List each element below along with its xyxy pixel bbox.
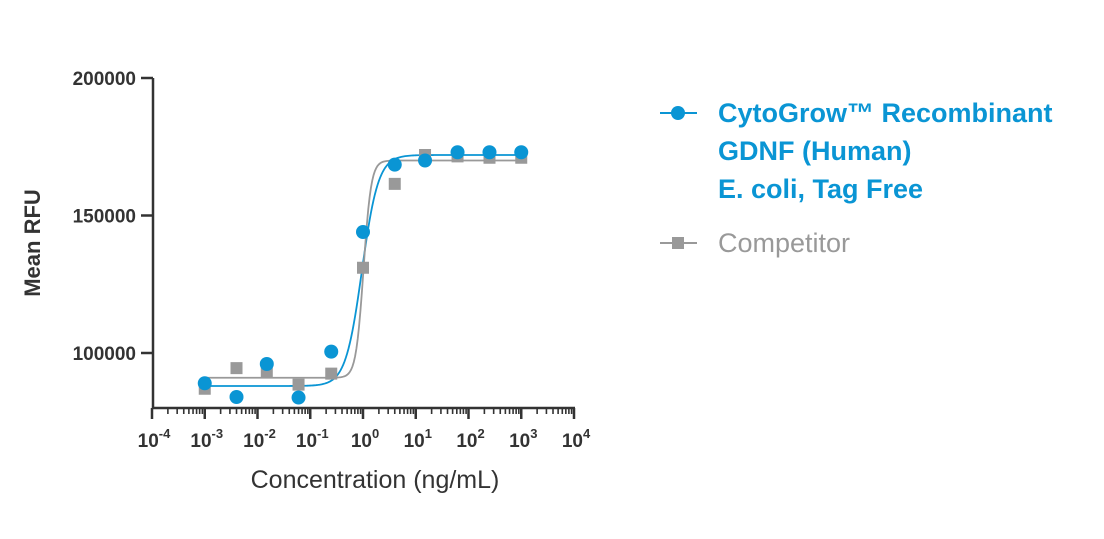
fit-curve xyxy=(204,159,522,379)
x-tick-exponent: 3 xyxy=(530,426,537,441)
data-point-square xyxy=(388,177,401,190)
legend-label: GDNF (Human) xyxy=(718,136,911,166)
x-tick-exponent: 0 xyxy=(372,426,379,441)
x-tick-exponent: -1 xyxy=(317,426,329,441)
x-tick-exponent: 2 xyxy=(477,426,484,441)
axes xyxy=(151,78,575,410)
data-point-circle xyxy=(387,157,402,172)
y-axis-title: Mean RFU xyxy=(20,189,45,297)
x-tick-label: 10-3 xyxy=(190,426,223,452)
x-tick-exponent: 4 xyxy=(583,426,591,441)
data-point-circle xyxy=(418,153,433,168)
data-point-square xyxy=(325,367,338,380)
data-point-square xyxy=(230,362,243,375)
x-tick-label: 10-2 xyxy=(243,426,276,452)
legend-marker-square xyxy=(672,237,684,249)
x-tick-base: 10 xyxy=(138,431,159,452)
data-point-circle xyxy=(197,376,212,391)
x-tick-exponent: -3 xyxy=(212,426,224,441)
x-tick-label: 10-4 xyxy=(138,426,171,452)
x-tick-base: 10 xyxy=(509,431,530,452)
legend-marker-circle xyxy=(671,106,685,120)
x-tick-label: 10-1 xyxy=(296,426,329,452)
y-tick-label: 200000 xyxy=(73,69,136,90)
x-tick-label: 101 xyxy=(404,426,432,452)
legend-label: E. coli, Tag Free xyxy=(718,174,923,204)
data-point-circle xyxy=(259,357,274,371)
data-point-circle xyxy=(514,145,529,160)
x-tick-base: 10 xyxy=(296,431,317,452)
data-point-square xyxy=(292,378,305,391)
x-axis-title: Concentration (ng/mL) xyxy=(251,466,500,494)
x-tick-base: 10 xyxy=(456,431,477,452)
x-tick-label: 100 xyxy=(351,426,379,452)
data-point-square xyxy=(357,261,369,274)
data-point-circle xyxy=(291,390,306,405)
x-tick-exponent: 1 xyxy=(425,426,432,441)
data-point-circle xyxy=(324,344,339,359)
x-tick-base: 10 xyxy=(190,431,211,452)
x-tick-base: 10 xyxy=(404,431,425,452)
y-tick-label: 150000 xyxy=(73,207,136,228)
x-ticks: 10-4 10-3 10-2 10-1 100 101 102 103 104 xyxy=(138,408,591,452)
legend-label: Competitor xyxy=(718,228,850,258)
data-point-circle xyxy=(229,390,244,404)
data-point-circle xyxy=(356,225,370,239)
y-tick-label: 100000 xyxy=(73,344,136,365)
x-tick-exponent: -2 xyxy=(264,426,276,441)
x-tick-base: 10 xyxy=(351,431,372,452)
y-ticks: 100000 150000 200000 xyxy=(73,69,153,365)
data-point-circle xyxy=(450,145,465,160)
x-tick-label: 102 xyxy=(456,426,484,452)
x-tick-exponent: -4 xyxy=(159,426,171,441)
data-points xyxy=(197,145,529,405)
x-tick-base: 10 xyxy=(243,431,264,452)
legend-label: CytoGrow™ Recombinant xyxy=(718,98,1053,128)
x-tick-base: 10 xyxy=(562,431,583,452)
x-tick-label: 103 xyxy=(509,426,537,452)
data-point-circle xyxy=(482,145,497,160)
legend: CytoGrow™ Recombinant GDNF (Human) E. coli… xyxy=(660,98,1053,258)
x-tick-label: 104 xyxy=(562,426,591,452)
